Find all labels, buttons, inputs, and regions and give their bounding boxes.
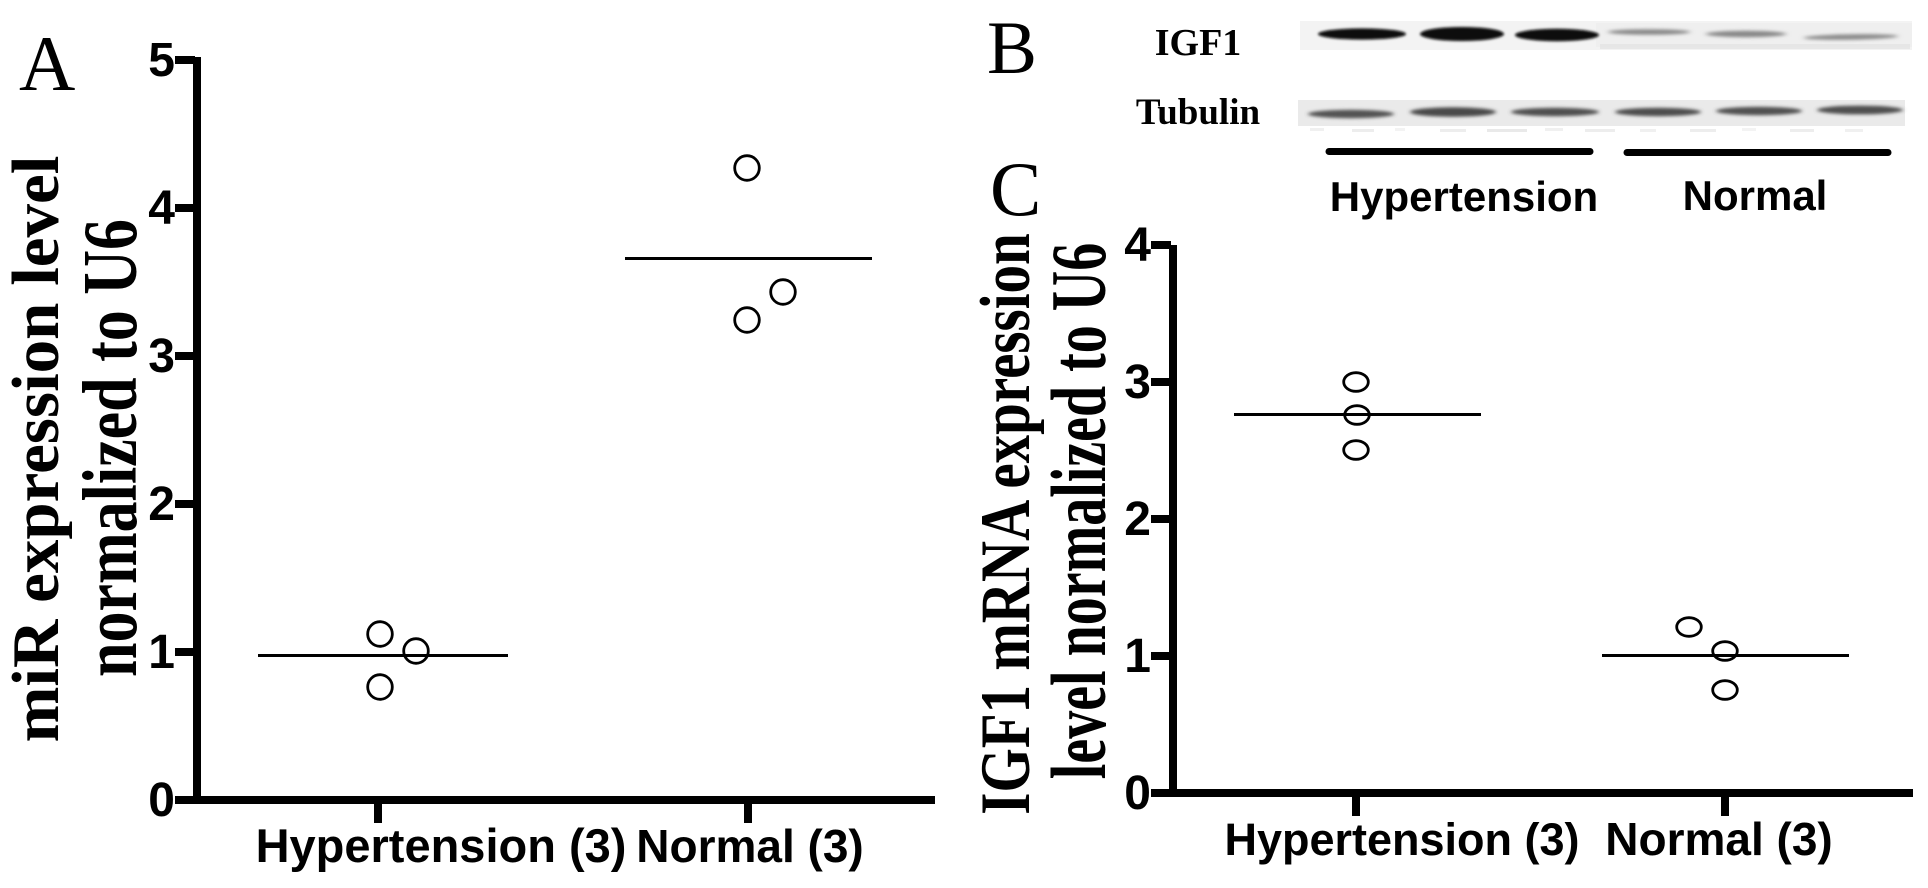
svg-text:Tubulin: Tubulin: [1136, 92, 1261, 133]
svg-text:level normalized to U6: level normalized to U6: [1035, 243, 1122, 779]
svg-text:A: A: [19, 20, 75, 107]
svg-text:Normal (3): Normal (3): [1605, 813, 1832, 865]
svg-text:Hypertension (3): Hypertension (3): [256, 819, 627, 872]
svg-text:5: 5: [148, 34, 175, 87]
svg-text:1: 1: [1124, 630, 1151, 683]
svg-text:4: 4: [1124, 219, 1151, 272]
svg-text:0: 0: [1124, 767, 1151, 820]
svg-text:C: C: [990, 146, 1041, 232]
svg-text:B: B: [987, 7, 1037, 90]
svg-text:Normal: Normal: [1683, 172, 1828, 219]
svg-text:3: 3: [148, 330, 175, 383]
svg-text:0: 0: [148, 774, 175, 827]
svg-text:Normal (3): Normal (3): [636, 820, 863, 872]
svg-text:3: 3: [1124, 356, 1151, 409]
svg-text:IGF1: IGF1: [1155, 22, 1242, 64]
svg-text:miR expression level: miR expression level: [0, 156, 73, 743]
svg-text:2: 2: [148, 478, 175, 531]
svg-text:Hypertension (3): Hypertension (3): [1224, 814, 1579, 865]
svg-text:2: 2: [1124, 493, 1151, 546]
svg-text:1: 1: [148, 626, 175, 679]
svg-text:IGF1 mRNA expression: IGF1 mRNA expression: [966, 233, 1044, 814]
svg-text:normalized to U6: normalized to U6: [68, 219, 154, 677]
svg-text:4: 4: [148, 182, 175, 235]
svg-text:Hypertension: Hypertension: [1330, 173, 1598, 220]
